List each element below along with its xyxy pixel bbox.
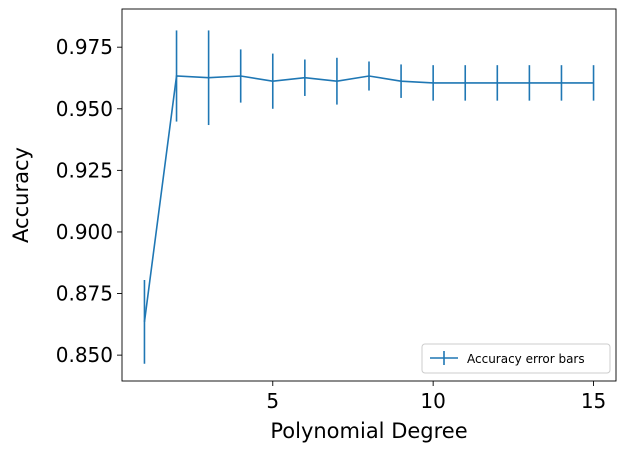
series-line: [143, 75, 594, 322]
legend-handle: [430, 351, 458, 365]
y-axis-label: Accuracy: [9, 147, 33, 243]
y-tick-label: 0.850: [56, 343, 113, 367]
y-tick-label: 0.900: [56, 220, 113, 244]
y-tick-label: 0.975: [56, 35, 113, 59]
y-tick-label: 0.925: [56, 158, 113, 182]
plot-frame: [121, 8, 617, 382]
x-tick-label: 10: [420, 389, 445, 413]
legend: Accuracy error bars: [421, 343, 611, 374]
y-tick-label: 0.875: [56, 282, 113, 306]
x-tick-label: 5: [266, 389, 279, 413]
legend-box: [421, 343, 611, 374]
x-axis: 5 10 15: [266, 381, 606, 413]
y-axis: 0.850 0.875 0.900 0.925 0.950 0.975: [56, 35, 122, 367]
x-axis-label: Polynomial Degree: [270, 419, 467, 443]
legend-label: Accuracy error bars: [467, 352, 585, 366]
x-tick-label: 15: [581, 389, 606, 413]
y-tick-label: 0.950: [56, 97, 113, 121]
